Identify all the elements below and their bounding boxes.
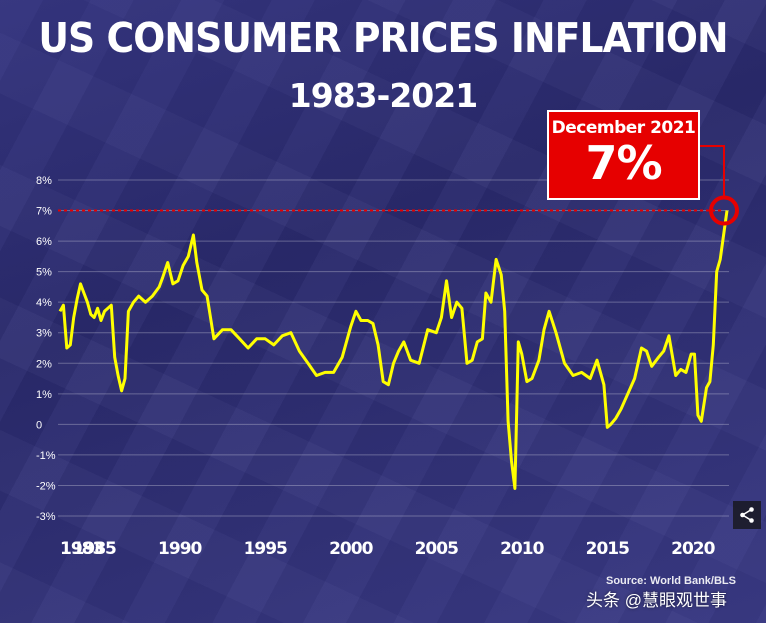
source-note: Source: World Bank/BLS (606, 575, 736, 587)
latest-point-highlight (709, 195, 739, 226)
y-tick-label: 5% (36, 267, 52, 279)
y-tick-label: 8% (36, 175, 52, 187)
callout-value: 7% (585, 136, 662, 190)
x-tick-label: 2015 (586, 539, 629, 559)
y-tick-label: 3% (36, 328, 52, 340)
y-tick-label: -2% (36, 480, 56, 492)
x-tick-label: 1985 (73, 539, 116, 559)
y-tick-label: -3% (36, 511, 56, 523)
y-tick-label: 1% (36, 389, 52, 401)
x-tick-label: 1983 (60, 539, 103, 559)
y-tick-label: -1% (36, 450, 56, 462)
x-tick-label: 2010 (500, 539, 544, 559)
callout-connector (699, 145, 725, 198)
december-2021-callout: December 2021 7% (547, 110, 700, 200)
chart-subtitle: 1983-2021 (288, 76, 478, 115)
y-tick-label: 4% (36, 297, 52, 309)
chart-title: US CONSUMER PRICES INFLATION (38, 14, 728, 62)
share-icon (740, 507, 754, 523)
inflation-series-line (58, 210, 729, 490)
x-tick-label: 2000 (329, 539, 373, 559)
x-tick-label: 1990 (158, 539, 202, 559)
y-tick-label: 2% (36, 358, 52, 370)
y-tick-label: 7% (36, 206, 52, 218)
x-tick-label: 1995 (244, 539, 287, 559)
share-button[interactable] (733, 501, 761, 529)
y-tick-label: 0 (36, 419, 42, 431)
callout-date: December 2021 (551, 118, 696, 138)
x-tick-label: 2020 (671, 539, 715, 559)
y-tick-label: 6% (36, 236, 52, 248)
watermark: 头条 @慧眼观世事 (586, 591, 727, 610)
x-tick-label: 2005 (415, 539, 458, 559)
